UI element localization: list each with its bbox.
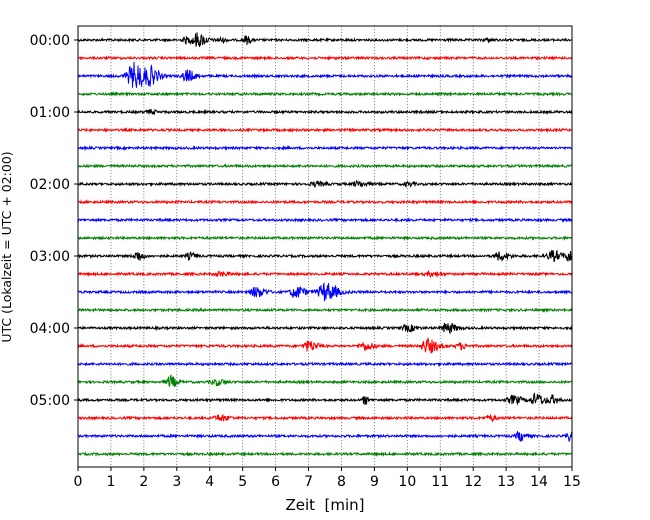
- trace-line-17: [77, 336, 573, 354]
- trace-line-18: [77, 361, 572, 368]
- trace-line-2: [77, 61, 573, 88]
- y-tick-label: 00:00: [30, 33, 70, 49]
- trace-line-10: [77, 217, 573, 223]
- trace-line-16: [77, 322, 573, 335]
- traces: [77, 32, 573, 458]
- x-tick-label: 11: [431, 474, 449, 490]
- x-tick-label: 0: [74, 474, 83, 490]
- trace-line-7: [77, 163, 573, 169]
- x-tick-label: 10: [398, 474, 416, 490]
- y-axis-label: UTC (Lokalzeit = UTC + 02:00): [0, 151, 14, 342]
- x-tick-label: 7: [304, 474, 313, 490]
- trace-line-1: [77, 54, 573, 61]
- x-tick-label: 4: [205, 474, 214, 490]
- trace-line-19: [77, 374, 573, 387]
- y-tick-label: 02:00: [30, 177, 70, 193]
- plot-frame: [77, 25, 573, 468]
- y-tick-label: 03:00: [30, 249, 70, 265]
- x-axis-label: Zeit [min]: [285, 496, 364, 514]
- x-tick-label: 8: [337, 474, 346, 490]
- trace-line-8: [77, 179, 573, 189]
- trace-line-23: [78, 451, 573, 458]
- x-tick-label: 13: [497, 474, 515, 490]
- x-tick-label: 9: [370, 474, 379, 490]
- trace-line-13: [77, 270, 573, 279]
- trace-line-6: [77, 145, 573, 152]
- trace-line-20: [77, 392, 573, 406]
- trace-line-14: [77, 282, 573, 302]
- x-tick-label: 14: [530, 474, 548, 490]
- trace-line-5: [77, 127, 573, 134]
- trace-line-9: [77, 199, 573, 206]
- x-tick-label: 2: [139, 474, 148, 490]
- x-tick-label: 1: [106, 474, 115, 490]
- trace-line-4: [77, 108, 573, 115]
- x-tick-label: 6: [271, 474, 280, 490]
- trace-line-22: [77, 431, 573, 442]
- y-tick-label: 04:00: [30, 321, 70, 337]
- x-axis: 0 1 2 3 4 5 6 7 8 9 10 11 12 13 14 15: [74, 467, 581, 490]
- x-tick-label: 15: [563, 474, 581, 490]
- trace-line-12: [77, 249, 573, 262]
- x-tick-label: 12: [464, 474, 482, 490]
- x-tick-label: 3: [172, 474, 181, 490]
- y-tick-label: 01:00: [30, 105, 70, 121]
- y-tick-label: 05:00: [30, 393, 70, 409]
- trace-line-11: [77, 234, 573, 242]
- x-tick-label: 5: [238, 474, 247, 490]
- trace-line-15: [78, 307, 573, 313]
- trace-line-21: [77, 414, 573, 423]
- trace-line-3: [77, 91, 573, 97]
- y-axis: 00:00 01:00 02:00 03:00 04:00 05:00: [30, 33, 78, 409]
- trace-line-0: [77, 32, 573, 47]
